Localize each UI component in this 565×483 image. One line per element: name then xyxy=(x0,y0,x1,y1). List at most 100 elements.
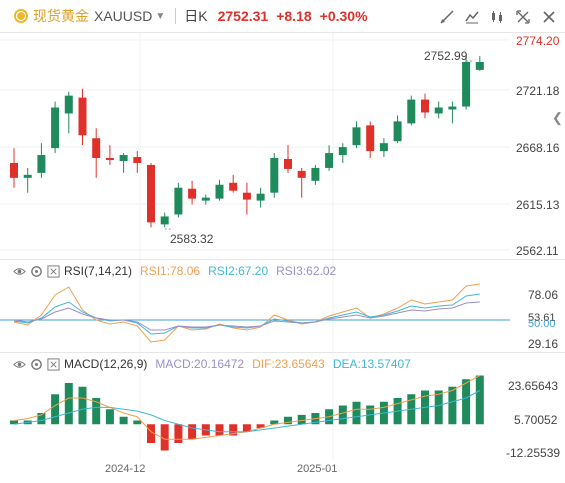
rsi-line-3 xyxy=(13,301,480,331)
macd-bar xyxy=(10,420,18,425)
fullscreen-button[interactable] xyxy=(513,7,533,27)
macd-bar xyxy=(229,424,238,436)
price-axis-label: 2721.18 xyxy=(516,84,560,98)
candle-body xyxy=(311,167,320,181)
macd-bar xyxy=(434,390,443,425)
candle-body xyxy=(105,158,114,161)
macd-bar xyxy=(147,424,155,443)
candle-body xyxy=(242,192,251,200)
rsi-axis-label: 29.16 xyxy=(528,337,559,351)
price-change: +8.18 xyxy=(276,8,312,24)
candle-body xyxy=(448,106,457,110)
macd-axis-label: 23.65643 xyxy=(508,379,559,393)
macd-bar xyxy=(160,424,169,451)
high-annotation: 2752.99 xyxy=(424,49,468,63)
draw-tool-icon xyxy=(440,10,454,24)
close-button[interactable] xyxy=(539,7,559,27)
macd-bar xyxy=(105,409,114,425)
compare-button[interactable] xyxy=(487,7,507,27)
settings-icon[interactable] xyxy=(30,265,43,278)
compare-icon xyxy=(492,11,502,23)
macd-title: MACD(12,26,9) xyxy=(64,357,148,371)
x-axis-label: 2024-12 xyxy=(105,463,146,475)
macd-bar xyxy=(92,398,101,425)
candle-body xyxy=(147,164,155,223)
macd-bar xyxy=(64,383,73,425)
candle-body xyxy=(229,182,238,191)
chevron-down-icon[interactable]: ▼ xyxy=(155,10,166,22)
candle-body xyxy=(284,159,292,169)
macd-bar xyxy=(270,420,279,425)
settings-icon[interactable] xyxy=(30,358,43,371)
candle-body xyxy=(256,193,265,201)
fullscreen-icon xyxy=(516,10,530,24)
candle-body xyxy=(270,158,279,193)
macd-bar xyxy=(475,375,484,425)
close-icon[interactable] xyxy=(47,264,60,278)
candle-body xyxy=(407,99,416,124)
macd-bar xyxy=(352,401,361,425)
candle-body xyxy=(78,97,87,136)
candle-body xyxy=(201,197,210,201)
candle-body xyxy=(352,127,361,146)
eye-icon[interactable] xyxy=(13,265,26,278)
rsi-title: RSI(7,14,21) xyxy=(64,264,133,278)
rsi1-value: RSI1:78.06 xyxy=(140,264,201,278)
rsi2-value: RSI2:67.20 xyxy=(208,264,269,278)
pane-divider[interactable] xyxy=(0,259,565,260)
eye-icon[interactable] xyxy=(13,358,26,371)
candle-body xyxy=(215,184,224,199)
close-icon[interactable] xyxy=(47,357,60,371)
macd-bar xyxy=(174,424,183,443)
candle-body xyxy=(92,138,101,159)
macd-bar xyxy=(256,424,265,428)
divider xyxy=(175,8,177,24)
candle-body xyxy=(434,107,443,114)
price-change-percent: +0.30% xyxy=(319,8,368,24)
instrument-header: 现货黄金 XAUUSD ▼ 日K 2752.31 +8.18 +0.30% xyxy=(0,0,565,33)
rsi-axis-label: 50.00 xyxy=(528,318,556,330)
candle-body xyxy=(37,155,46,173)
chevron-left-icon[interactable]: ❮ xyxy=(552,110,563,125)
rsi-header: RSI(7,14,21) RSI1:78.06 RSI2:67.20 RSI3:… xyxy=(13,264,344,278)
candle-body xyxy=(325,153,334,168)
candle-body xyxy=(133,157,142,163)
candle-body xyxy=(119,155,128,161)
rsi3-value: RSI3:62.02 xyxy=(276,264,337,278)
macd-bar xyxy=(215,424,224,436)
candle-body xyxy=(393,121,402,142)
instrument-name[interactable]: 现货黄金 xyxy=(33,8,89,24)
draw-tool-button[interactable] xyxy=(437,7,457,27)
candle-body xyxy=(297,170,306,178)
macd-axis-label: 5.70052 xyxy=(514,413,558,427)
candle-body xyxy=(51,107,60,149)
indicator-icon xyxy=(465,11,479,24)
candle-body xyxy=(64,95,73,114)
candle-body xyxy=(475,61,484,70)
gold-coin-icon xyxy=(14,9,28,23)
macd-bar xyxy=(78,386,87,425)
close-icon xyxy=(543,11,555,23)
dif-value: DIF:23.65643 xyxy=(252,357,325,371)
instrument-symbol[interactable]: XAUUSD xyxy=(94,8,153,24)
pane-divider[interactable] xyxy=(0,352,565,353)
timeframe-selector[interactable]: 日K xyxy=(184,8,208,24)
candle-body xyxy=(338,147,347,156)
macd-bar xyxy=(37,413,46,425)
macd-bar xyxy=(188,424,197,440)
macd-axis-label: -12.25539 xyxy=(506,446,561,460)
candle-body xyxy=(379,143,388,152)
macd-bar xyxy=(242,424,251,432)
macd-value: MACD:20.16472 xyxy=(155,357,245,371)
price-axis-label: 2774.20 xyxy=(516,34,560,48)
candle-body xyxy=(174,187,183,215)
candle-body xyxy=(462,61,471,107)
macd-bar xyxy=(448,386,457,425)
macd-bar xyxy=(338,405,347,425)
indicator-button[interactable] xyxy=(462,7,482,27)
macd-bar xyxy=(297,414,306,425)
macd-bar xyxy=(462,379,471,425)
macd-bar xyxy=(133,420,142,425)
macd-bar xyxy=(119,416,128,425)
